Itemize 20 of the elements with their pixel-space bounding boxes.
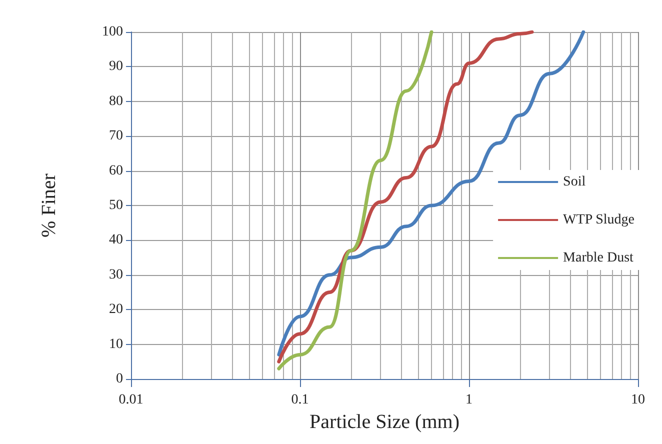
x-axis-title: Particle Size (mm)	[310, 410, 460, 433]
legend-label: Soil	[563, 174, 586, 190]
legend-label: WTP Sludge	[563, 212, 634, 228]
y-tick-label: 70	[109, 128, 123, 144]
y-tick-label: 20	[109, 302, 123, 318]
y-tick-label: 50	[109, 198, 123, 213]
y-axis-title: % Finer	[38, 173, 60, 238]
x-tick-label: 0.1	[291, 392, 309, 408]
y-tick-label: 0	[116, 372, 123, 386]
y-tick-label: 10	[109, 336, 123, 352]
x-tick-label: 1	[466, 392, 472, 408]
y-tick-label: 60	[109, 163, 123, 178]
x-tick-label: 10	[631, 392, 645, 408]
x-tick-label: 0.01	[118, 392, 144, 408]
y-tick-label: 30	[109, 267, 123, 282]
y-tick-label: 80	[109, 94, 123, 109]
y-tick-label: 100	[102, 24, 123, 40]
y-tick-label: 90	[109, 59, 123, 74]
legend-label: Marble Dust	[563, 250, 634, 266]
y-tick-label: 40	[109, 232, 123, 248]
